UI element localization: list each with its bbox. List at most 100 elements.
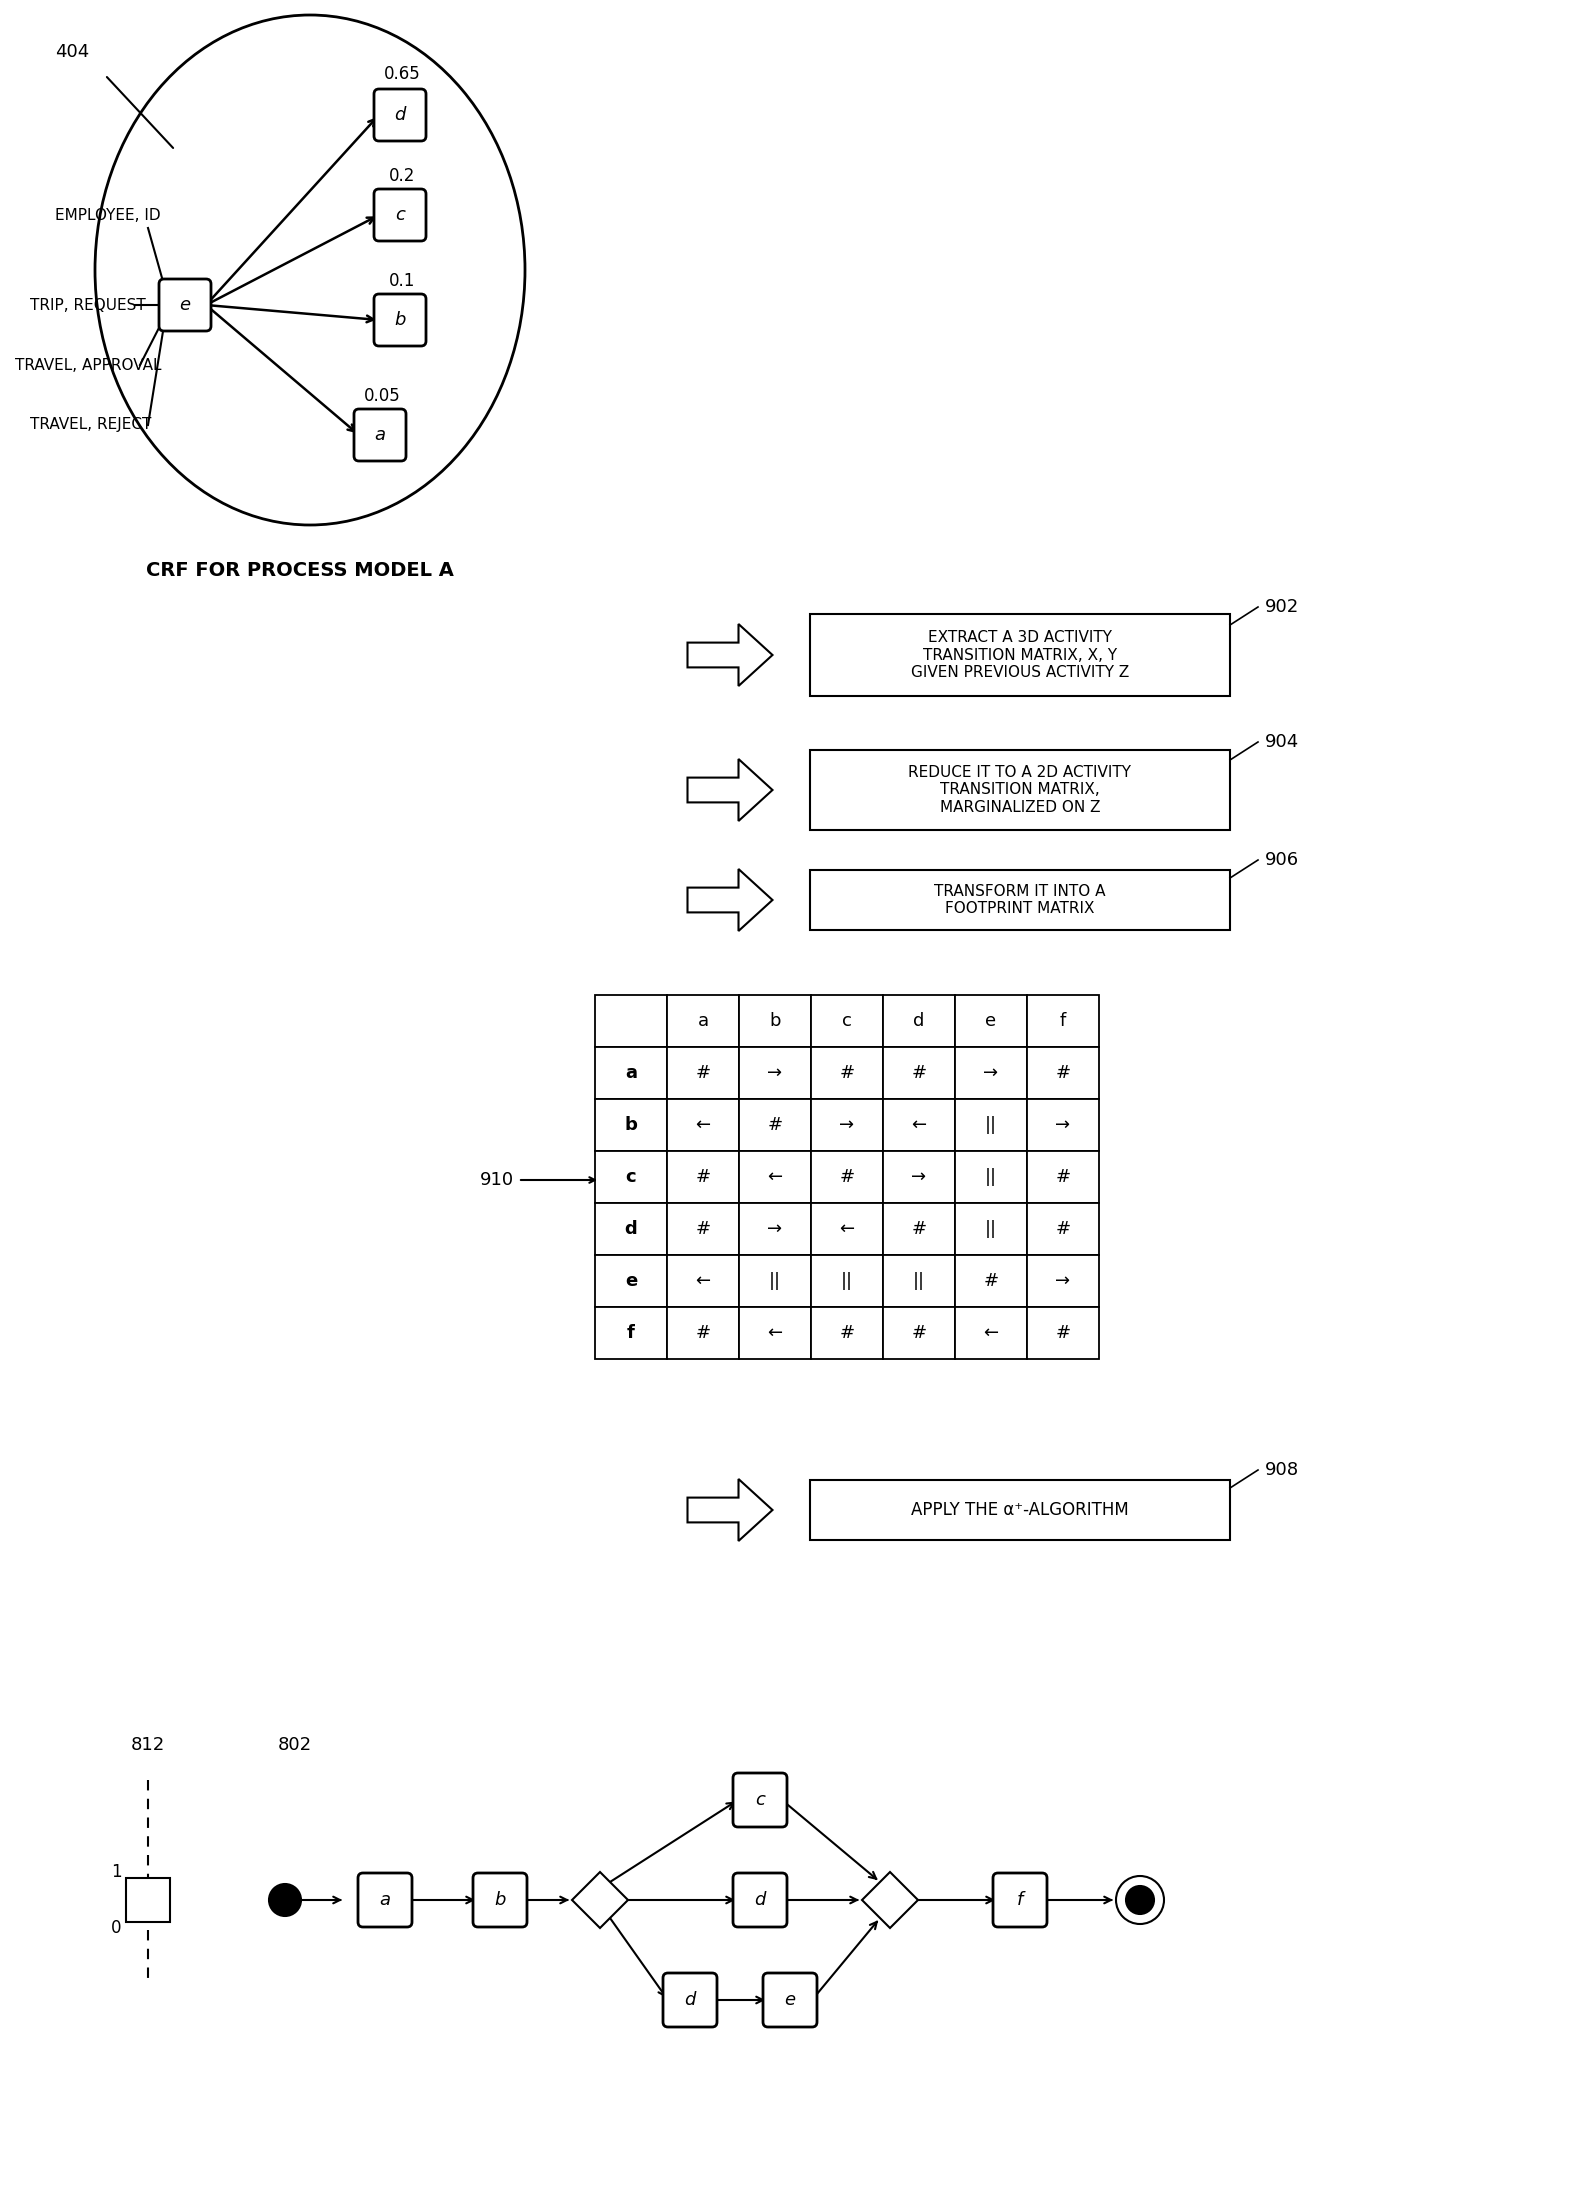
Text: ←: ←	[912, 1115, 926, 1135]
Bar	[883, 995, 955, 1048]
Bar	[739, 1150, 810, 1203]
Bar	[668, 1048, 739, 1100]
Bar	[883, 1100, 955, 1150]
Polygon shape	[863, 1872, 918, 1929]
Text: 812: 812	[132, 1736, 165, 1754]
FancyBboxPatch shape	[473, 1872, 527, 1927]
Text: #: #	[695, 1220, 711, 1238]
Text: e: e	[785, 1990, 796, 2010]
Bar	[883, 1150, 955, 1203]
Polygon shape	[687, 868, 772, 932]
Circle shape	[1117, 1876, 1164, 1925]
Text: 404: 404	[56, 44, 89, 61]
Bar	[955, 1203, 1028, 1255]
Text: ←: ←	[839, 1220, 855, 1238]
Bar	[739, 1203, 810, 1255]
Bar	[125, 1879, 170, 1922]
Bar	[883, 1308, 955, 1358]
Bar	[810, 1203, 883, 1255]
Bar	[1028, 1100, 1099, 1150]
Text: APPLY THE α⁺-ALGORITHM: APPLY THE α⁺-ALGORITHM	[910, 1500, 1129, 1520]
Text: b: b	[395, 311, 406, 328]
Bar	[810, 750, 1231, 831]
Text: EMPLOYEE, ID: EMPLOYEE, ID	[56, 208, 160, 223]
Text: c: c	[842, 1013, 852, 1030]
Polygon shape	[687, 759, 772, 820]
Text: d: d	[395, 105, 406, 125]
Bar	[1028, 1255, 1099, 1308]
Ellipse shape	[95, 15, 525, 525]
Text: b: b	[625, 1115, 638, 1135]
Text: ←: ←	[768, 1323, 782, 1343]
Bar	[883, 1203, 955, 1255]
Text: #: #	[1055, 1220, 1071, 1238]
FancyBboxPatch shape	[733, 1774, 787, 1826]
Text: 910: 910	[481, 1170, 514, 1190]
Text: →: →	[983, 1065, 999, 1083]
Text: a: a	[374, 426, 385, 444]
Bar	[739, 1048, 810, 1100]
Bar	[595, 995, 668, 1048]
Bar	[955, 1255, 1028, 1308]
Text: 0.05: 0.05	[363, 387, 400, 405]
Bar	[595, 1308, 668, 1358]
Text: d: d	[684, 1990, 696, 2010]
Bar	[955, 995, 1028, 1048]
Text: ←: ←	[695, 1115, 711, 1135]
Bar	[739, 1100, 810, 1150]
FancyBboxPatch shape	[763, 1973, 817, 2027]
Bar	[668, 1150, 739, 1203]
Bar	[739, 1308, 810, 1358]
Text: →: →	[1055, 1273, 1071, 1290]
Text: c: c	[626, 1168, 636, 1185]
Bar	[810, 1308, 883, 1358]
Bar	[668, 995, 739, 1048]
Text: e: e	[985, 1013, 996, 1030]
Polygon shape	[687, 623, 772, 687]
Text: e: e	[179, 295, 190, 315]
Bar	[810, 1150, 883, 1203]
Text: 0.2: 0.2	[389, 166, 416, 186]
Text: 908: 908	[1266, 1461, 1299, 1478]
Bar	[1028, 1203, 1099, 1255]
Text: TRIP, REQUEST: TRIP, REQUEST	[30, 297, 146, 313]
Text: TRANSFORM IT INTO A
FOOTPRINT MATRIX: TRANSFORM IT INTO A FOOTPRINT MATRIX	[934, 884, 1105, 916]
Text: →: →	[1055, 1115, 1071, 1135]
Text: #: #	[695, 1065, 711, 1083]
Bar	[810, 995, 883, 1048]
Text: e: e	[625, 1273, 638, 1290]
Bar	[810, 1255, 883, 1308]
Bar	[1028, 995, 1099, 1048]
Text: 904: 904	[1266, 733, 1299, 750]
Text: ||: ||	[841, 1273, 853, 1290]
Bar	[955, 1100, 1028, 1150]
Circle shape	[1126, 1885, 1155, 1914]
Text: ||: ||	[985, 1220, 998, 1238]
FancyBboxPatch shape	[358, 1872, 412, 1927]
Text: →: →	[912, 1168, 926, 1185]
Text: 802: 802	[278, 1736, 312, 1754]
Text: →: →	[768, 1220, 782, 1238]
Text: c: c	[755, 1791, 764, 1809]
FancyBboxPatch shape	[663, 1973, 717, 2027]
Text: f: f	[626, 1323, 634, 1343]
Bar	[668, 1203, 739, 1255]
Bar	[739, 1255, 810, 1308]
Bar	[810, 870, 1231, 929]
Bar	[595, 1255, 668, 1308]
Bar	[668, 1100, 739, 1150]
Bar	[810, 615, 1231, 695]
Text: →: →	[839, 1115, 855, 1135]
Text: 906: 906	[1266, 851, 1299, 868]
Circle shape	[270, 1883, 301, 1916]
Text: ||: ||	[769, 1273, 780, 1290]
Text: #: #	[695, 1323, 711, 1343]
Bar	[810, 1100, 883, 1150]
Text: ||: ||	[985, 1168, 998, 1185]
Bar	[1028, 1308, 1099, 1358]
Text: #: #	[839, 1168, 855, 1185]
Text: ←: ←	[768, 1168, 782, 1185]
Text: c: c	[395, 206, 404, 223]
Text: #: #	[912, 1220, 926, 1238]
Bar	[739, 995, 810, 1048]
